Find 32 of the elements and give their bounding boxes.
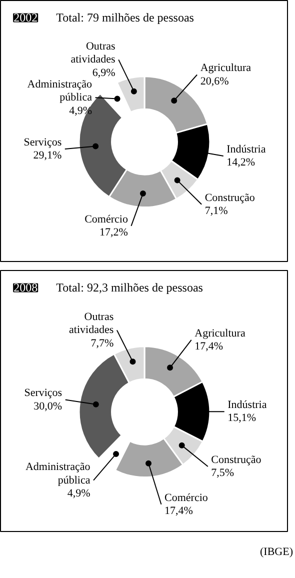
data-label: 17,4% <box>164 504 193 517</box>
slice-label: Serviços <box>24 387 62 400</box>
slice-label: Indústria <box>228 398 267 411</box>
data-label: 4,9% <box>67 488 90 500</box>
data-label: 20,6% <box>200 75 229 88</box>
slice-label: Administração pública <box>27 78 93 104</box>
chart-subtitle: Total: 79 milhões de pessoas <box>56 10 194 25</box>
data-label: 17,2% <box>100 226 128 239</box>
data-label: 30,0% <box>34 400 62 412</box>
data-label: 14,2% <box>226 156 256 169</box>
slice-label: Agricultura <box>194 327 246 340</box>
data-label: 6,9% <box>92 66 116 79</box>
data-label: 7,1% <box>204 205 228 218</box>
data-label: 7,5% <box>211 467 234 480</box>
text: (IBGE) <box>260 545 293 560</box>
slice-label: Agricultura <box>200 62 252 74</box>
slice-label: Administração pública <box>25 461 91 486</box>
data-label: 7,7% <box>90 337 114 350</box>
data-label: 17,4% <box>194 340 224 353</box>
chart-subtitle: Total: 92,3 milhões de pessoas <box>56 280 204 295</box>
slice-label: Comércio <box>84 213 128 226</box>
data-label: 29,1% <box>33 150 62 162</box>
slice-label: Outras atividades <box>69 310 114 336</box>
chart-title: 2002 <box>14 10 38 25</box>
data-label: 15,1% <box>228 412 256 424</box>
slice-label: Serviços <box>24 136 62 148</box>
slice-label: Construção <box>204 192 256 204</box>
chart-title: 2008 <box>14 280 38 295</box>
slice-label: Construção <box>211 454 262 466</box>
slice-label: Outras atividades <box>70 40 116 66</box>
slice-label: Comércio <box>164 492 208 504</box>
slice-label: Indústria <box>226 143 266 156</box>
